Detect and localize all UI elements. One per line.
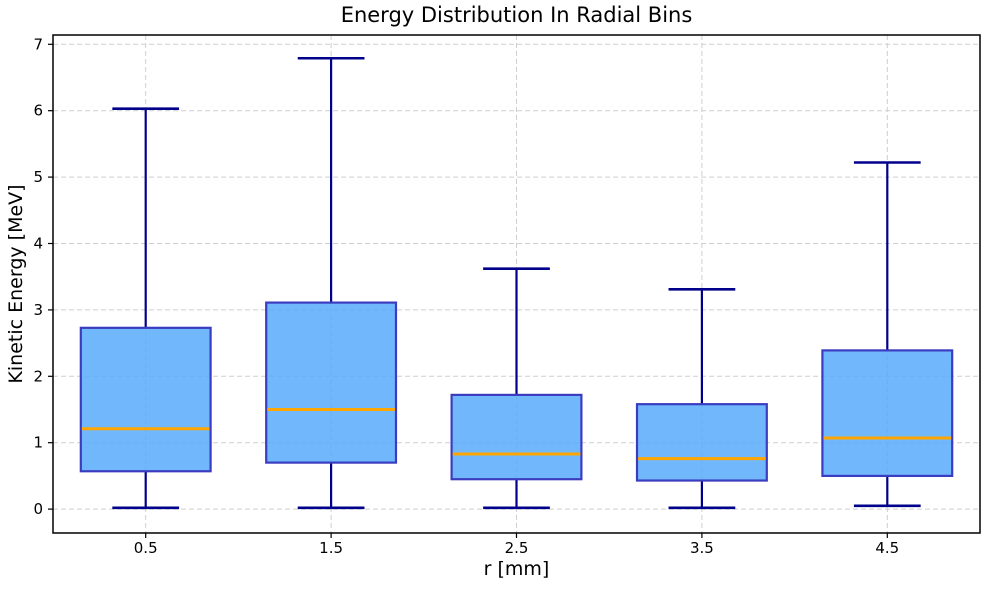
x-tick-label: 4.5 <box>875 539 899 557</box>
y-tick-label: 6 <box>33 102 43 120</box>
box <box>821 349 954 477</box>
y-axis-label: Kinetic Energy [MeV] <box>5 184 27 384</box>
y-tick-label: 5 <box>33 168 43 186</box>
y-tick-label: 2 <box>33 367 43 385</box>
y-tick-label: 1 <box>33 434 43 452</box>
chart-title: Energy Distribution In Radial Bins <box>340 3 693 27</box>
y-tick-label: 7 <box>33 35 43 53</box>
x-tick-label: 2.5 <box>505 539 529 557</box>
x-tick-label: 0.5 <box>134 539 158 557</box>
y-tick-label: 4 <box>33 234 43 252</box>
box <box>635 403 768 482</box>
x-tick-label: 3.5 <box>690 539 714 557</box>
box <box>79 326 212 473</box>
box <box>265 301 398 464</box>
box <box>450 393 583 481</box>
y-tick-label: 3 <box>33 301 43 319</box>
y-tick-label: 0 <box>33 500 43 518</box>
x-tick-label: 1.5 <box>319 539 343 557</box>
x-axis-label: r [mm] <box>483 558 550 580</box>
